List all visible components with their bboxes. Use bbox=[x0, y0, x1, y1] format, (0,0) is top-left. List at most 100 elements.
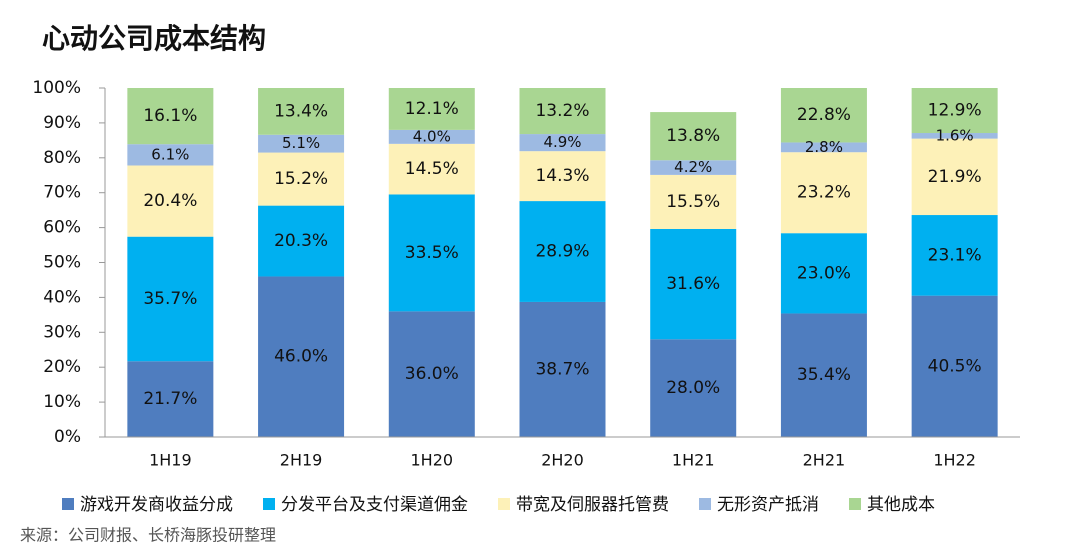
value-label: 46.0% bbox=[274, 347, 328, 367]
bar-segment bbox=[650, 112, 737, 161]
value-label: 14.3% bbox=[535, 166, 589, 186]
legend-swatch bbox=[498, 498, 510, 510]
y-tick-label: 20% bbox=[43, 357, 81, 377]
bar-segment bbox=[780, 142, 867, 153]
value-label: 14.5% bbox=[405, 159, 459, 179]
value-label: 20.4% bbox=[143, 191, 197, 211]
bar-segment bbox=[388, 129, 475, 144]
y-tick-label: 40% bbox=[43, 287, 81, 307]
bar-segment bbox=[519, 134, 606, 152]
bar-segment bbox=[650, 160, 737, 175]
bar-segment bbox=[519, 201, 606, 302]
x-tick-label: 1H20 bbox=[410, 451, 453, 470]
value-label: 6.1% bbox=[151, 145, 189, 163]
value-label: 20.3% bbox=[274, 231, 328, 251]
bar-segment bbox=[911, 295, 998, 437]
legend-label: 分发平台及支付渠道佣金 bbox=[281, 495, 468, 515]
legend-label: 带宽及伺服器托管费 bbox=[516, 495, 669, 515]
bar-segment bbox=[127, 236, 214, 362]
value-label: 12.1% bbox=[405, 99, 459, 119]
bar-segment bbox=[388, 194, 475, 312]
value-label: 13.4% bbox=[274, 101, 328, 121]
y-tick-label: 0% bbox=[54, 427, 81, 447]
bar-segment bbox=[911, 88, 998, 134]
legend-swatch bbox=[849, 498, 861, 510]
bar-segment bbox=[388, 88, 475, 130]
value-label: 23.1% bbox=[928, 245, 982, 265]
bar-segment bbox=[127, 361, 214, 437]
bar-segment bbox=[127, 165, 214, 237]
value-label: 35.4% bbox=[797, 365, 851, 385]
x-tick-label: 1H21 bbox=[672, 451, 715, 470]
value-label: 36.0% bbox=[405, 364, 459, 384]
chart-title: 心动公司成本结构 bbox=[42, 22, 266, 55]
value-label: 16.1% bbox=[143, 106, 197, 126]
value-label: 4.0% bbox=[413, 127, 451, 145]
bar-segment bbox=[780, 152, 867, 234]
value-label: 23.2% bbox=[797, 183, 851, 203]
value-label: 35.7% bbox=[143, 289, 197, 309]
bar-segment bbox=[519, 151, 606, 202]
x-tick-label: 1H19 bbox=[149, 451, 192, 470]
legend-swatch bbox=[699, 498, 711, 510]
bar-segment bbox=[258, 134, 345, 153]
bar-segment bbox=[650, 228, 737, 340]
y-tick-label: 90% bbox=[43, 113, 81, 133]
value-label: 13.8% bbox=[666, 126, 720, 146]
value-label: 23.0% bbox=[797, 263, 851, 283]
value-label: 4.9% bbox=[543, 133, 581, 151]
value-label: 1.6% bbox=[936, 126, 974, 144]
y-tick-label: 70% bbox=[43, 183, 81, 203]
bar-segment bbox=[911, 133, 998, 139]
bar-segment bbox=[650, 339, 737, 437]
bar-segment bbox=[780, 88, 867, 143]
value-label: 38.7% bbox=[535, 359, 589, 379]
y-tick-label: 60% bbox=[43, 218, 81, 238]
bar-segment bbox=[780, 233, 867, 314]
bar-segment bbox=[388, 311, 475, 437]
bar-segment bbox=[258, 88, 345, 135]
value-label: 5.1% bbox=[282, 134, 320, 152]
y-tick-label: 80% bbox=[43, 148, 81, 168]
bar-segment bbox=[650, 174, 737, 229]
x-tick-label: 2H19 bbox=[280, 451, 323, 470]
value-label: 15.2% bbox=[274, 169, 328, 189]
bar-segment bbox=[127, 88, 214, 145]
y-tick-label: 100% bbox=[32, 78, 81, 98]
value-label: 13.2% bbox=[535, 101, 589, 121]
bar-segment bbox=[127, 144, 214, 166]
y-tick-label: 10% bbox=[43, 392, 81, 412]
value-label: 31.6% bbox=[666, 274, 720, 294]
bar-segment bbox=[519, 301, 606, 437]
value-label: 22.8% bbox=[797, 105, 851, 125]
value-label: 12.9% bbox=[928, 101, 982, 121]
legend-label: 无形资产抵消 bbox=[717, 495, 819, 515]
value-label: 4.2% bbox=[674, 158, 712, 176]
legend-swatch bbox=[62, 498, 74, 510]
y-tick-label: 50% bbox=[43, 253, 81, 273]
bar-segment bbox=[911, 138, 998, 216]
value-label: 21.7% bbox=[143, 389, 197, 409]
value-label: 28.0% bbox=[666, 378, 720, 398]
value-label: 15.5% bbox=[666, 192, 720, 212]
bar-segment bbox=[258, 276, 345, 437]
value-label: 2.8% bbox=[805, 138, 843, 156]
y-tick-label: 30% bbox=[43, 322, 81, 342]
value-label: 21.9% bbox=[928, 167, 982, 187]
value-label: 33.5% bbox=[405, 243, 459, 263]
value-label: 28.9% bbox=[535, 242, 589, 262]
bars bbox=[127, 88, 998, 437]
x-tick-label: 2H21 bbox=[803, 451, 846, 470]
legend-swatch bbox=[263, 498, 275, 510]
source: 来源：公司财报、长桥海豚投研整理 bbox=[20, 526, 276, 545]
bar-segment bbox=[388, 143, 475, 195]
legend-label: 游戏开发商收益分成 bbox=[80, 495, 233, 515]
bar-segment bbox=[519, 88, 606, 135]
bar-segment bbox=[780, 313, 867, 437]
bar-segment bbox=[911, 215, 998, 296]
legend-label: 其他成本 bbox=[867, 495, 935, 515]
value-label: 40.5% bbox=[928, 356, 982, 376]
bar-segment bbox=[258, 152, 345, 206]
bar-segment bbox=[258, 205, 345, 277]
